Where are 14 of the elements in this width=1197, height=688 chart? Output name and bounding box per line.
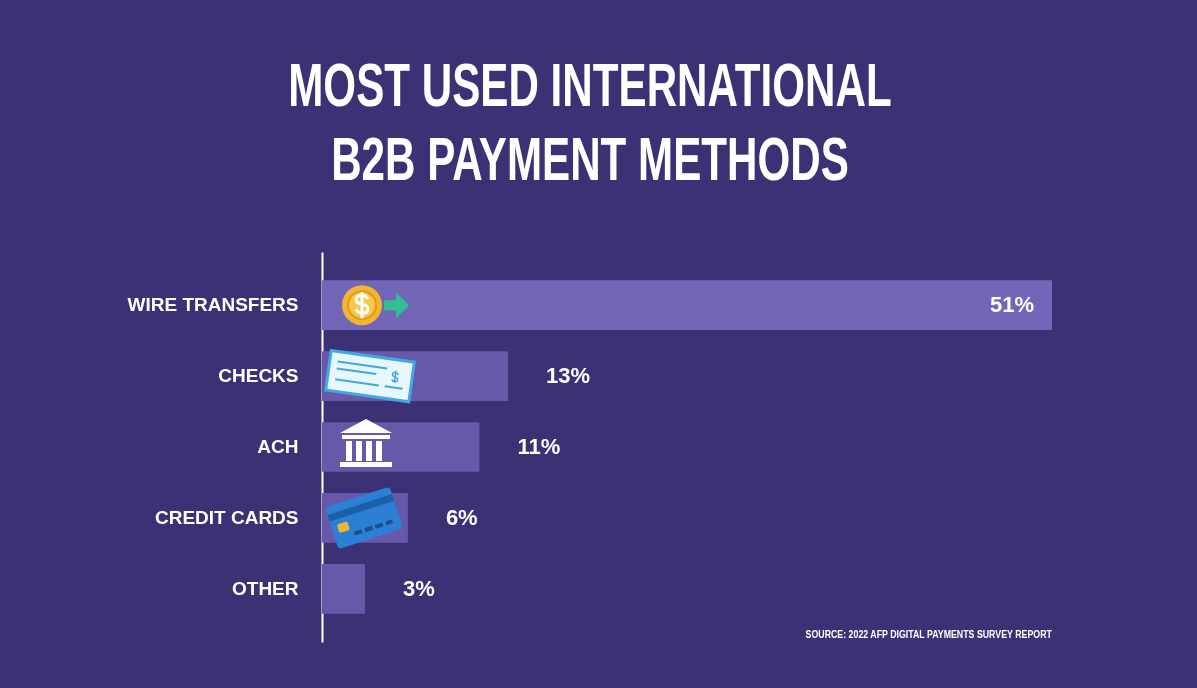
data-label: 6% <box>445 504 478 530</box>
annotation: SOURCE: 2022 AFP DIGITAL PAYMENTS SURVEY REPORT <box>805 628 1052 640</box>
y-tick-label: OTHER <box>232 577 299 599</box>
data-label: 13% <box>546 363 591 389</box>
data-label: 51% <box>989 292 1034 318</box>
y-tick-label: CHECKS <box>218 365 299 387</box>
y-tick-label: ACH <box>257 436 299 457</box>
y-tick-label: CREDIT CARDS <box>154 506 299 528</box>
y-tick-label: WIRE TRANSFERS <box>127 294 299 316</box>
bar <box>322 564 365 614</box>
data-label: 3% <box>402 575 435 601</box>
data-label: 11% <box>517 434 561 459</box>
chart-title: MOST USED INTERNATIONAL B2B PAYMENT METHODS <box>287 49 893 195</box>
bar <box>322 280 1052 330</box>
